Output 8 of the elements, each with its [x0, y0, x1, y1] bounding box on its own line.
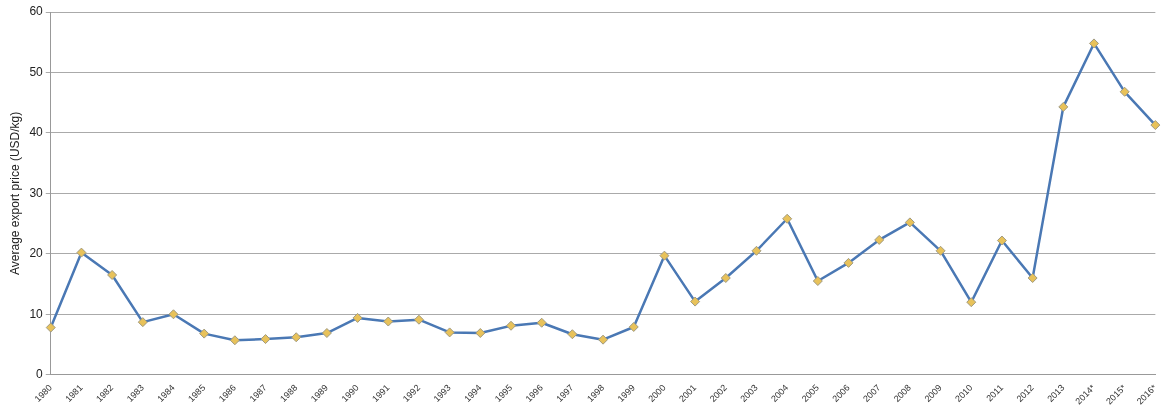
y-tick-label: 50: [29, 64, 44, 79]
y-tick-label: 30: [29, 185, 44, 200]
y-tick-label: 20: [29, 246, 44, 261]
y-axis-title: Average export price (USD/kg): [7, 111, 22, 275]
y-tick-label: 60: [29, 4, 44, 19]
y-tick-label: 0: [36, 367, 44, 382]
y-tick-label: 40: [29, 125, 44, 140]
y-tick-label: 10: [29, 306, 44, 321]
